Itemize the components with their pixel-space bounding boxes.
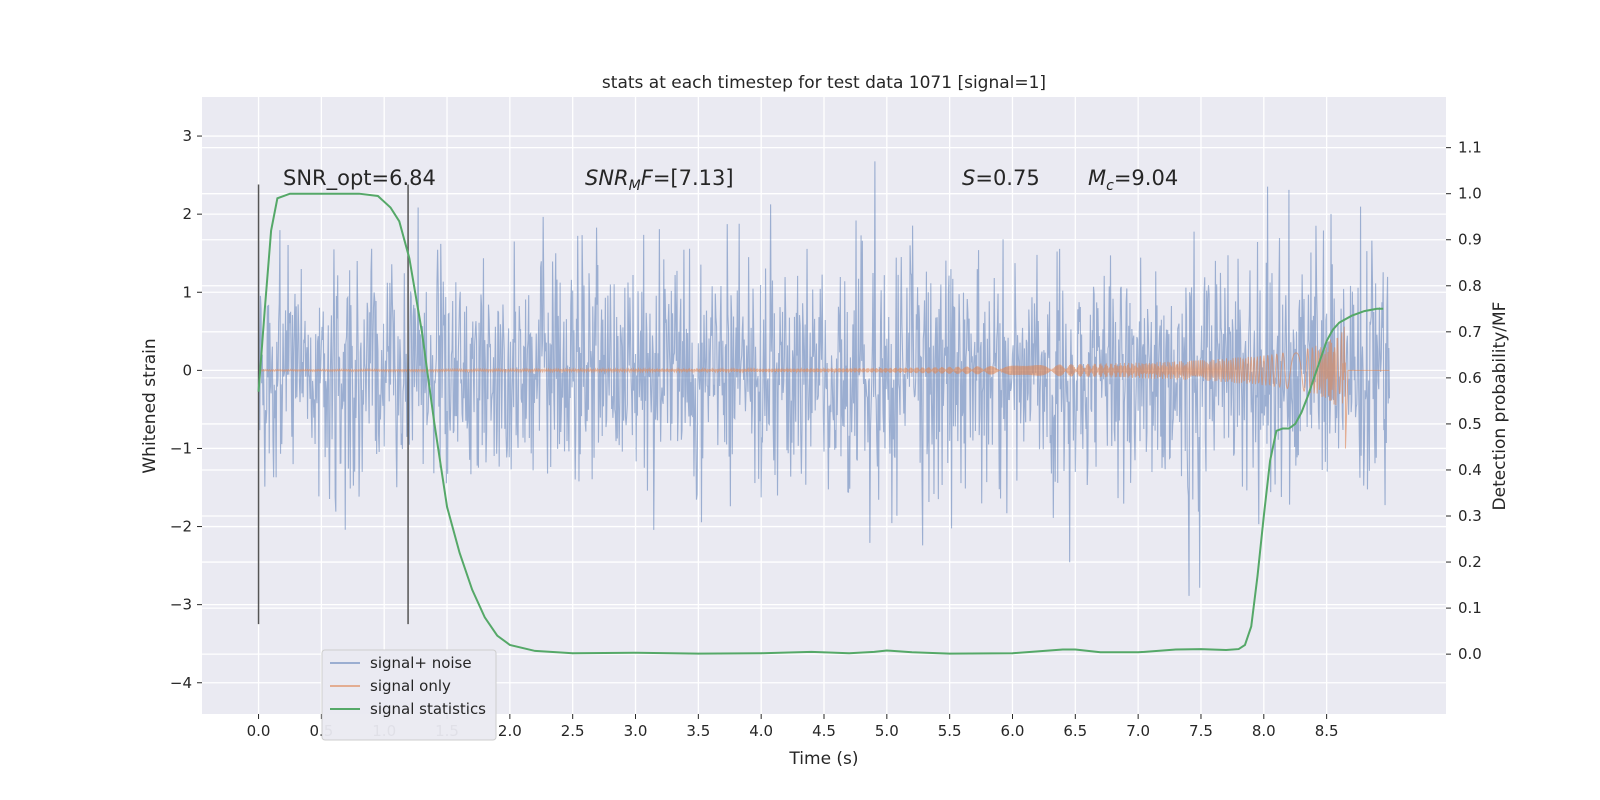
x-tick-label: 3.0 (624, 722, 648, 740)
y-right-tick-label: 0.3 (1458, 507, 1482, 525)
y-tick-label: 1 (182, 283, 192, 301)
x-tick-label: 6.0 (1001, 722, 1025, 740)
annotations: SNR_opt=6.84 SNRMF=[7.13] S=0.75 Mc=9.04 (283, 166, 1178, 194)
annotation-snr-mf-sub: M (629, 178, 641, 194)
annotation-snr-opt-value: =6.84 (372, 166, 436, 190)
y-tick-label: 3 (182, 127, 192, 145)
x-tick-label: 0.0 (247, 722, 271, 740)
annotation-snr-mf-value: =[7.13] (653, 166, 734, 190)
x-tick-label: 6.5 (1063, 722, 1087, 740)
legend-box (321, 649, 497, 741)
x-tick-label: 4.0 (749, 722, 773, 740)
x-tick-label: 3.5 (686, 722, 710, 740)
y-right-tick-label: 0.2 (1458, 553, 1482, 571)
x-tick-label: 2.0 (498, 722, 522, 740)
y-right-tick-label: 1.0 (1458, 185, 1482, 203)
noise-series (258, 161, 1390, 596)
y-tick-label: −3 (170, 596, 192, 614)
y-right-tick-label: 0.4 (1458, 461, 1482, 479)
annotation-snr-opt: SNR_opt=6.84 (283, 166, 436, 191)
vertical-markers (257, 184, 409, 625)
annotation-s-base: S (962, 166, 975, 190)
annotation-mc: Mc=9.04 (1088, 166, 1178, 194)
y-right-tick-label: 0.7 (1458, 323, 1482, 341)
y-axis-right-label: Detection probability/MF (1490, 302, 1510, 511)
legend-label-noise: signal+ noise (370, 654, 472, 672)
statistics-line (257, 192, 1384, 655)
y-right-tick-label: 0.5 (1458, 415, 1482, 433)
x-tick-label: 5.0 (875, 722, 899, 740)
noise-line (258, 161, 1390, 596)
y-right-tick-label: 0.1 (1458, 599, 1482, 617)
annotation-s-value: =0.75 (975, 166, 1039, 190)
y-tick-label: −4 (170, 674, 192, 692)
y-tick-label: 2 (182, 205, 192, 223)
annotation-mc-base: M (1088, 166, 1106, 190)
x-axis-label: Time (s) (788, 749, 858, 769)
x-tick-label: 5.5 (938, 722, 962, 740)
x-tick-label: 2.5 (561, 722, 585, 740)
y-tick-label: −1 (170, 439, 192, 457)
y-tick-label: 0 (182, 361, 192, 379)
y-axis-label: Whitened strain (140, 338, 160, 473)
annotation-snr-mf-base: SNR (585, 166, 629, 190)
annotation-mc-value: =9.04 (1114, 166, 1178, 190)
signal-line (258, 326, 1390, 449)
annotation-snr-mf-tail: F (641, 166, 654, 190)
y-right-tick-label: 0.6 (1458, 369, 1482, 387)
annotation-snr-mf: SNRMF=[7.13] (585, 166, 734, 194)
annotation-snr-opt-label: SNR_opt (283, 166, 372, 191)
axis-ticks: 0.00.51.01.52.02.53.03.54.04.55.05.56.06… (170, 127, 1482, 740)
x-tick-label: 7.0 (1126, 722, 1150, 740)
x-tick-label: 8.0 (1252, 722, 1276, 740)
y-right-tick-label: 0.0 (1458, 645, 1482, 663)
legend: signal+ noise signal only signal statist… (321, 649, 497, 741)
x-tick-label: 8.5 (1315, 722, 1339, 740)
statistics-series (257, 192, 1384, 655)
y-right-tick-label: 0.9 (1458, 231, 1482, 249)
y-right-tick-label: 0.8 (1458, 277, 1482, 295)
legend-label-statistics: signal statistics (370, 700, 486, 718)
legend-label-signal: signal only (370, 677, 451, 695)
x-tick-label: 4.5 (812, 722, 836, 740)
y-right-tick-label: 1.1 (1458, 139, 1482, 157)
signal-series (258, 326, 1390, 449)
annotation-mc-sub: c (1106, 178, 1114, 194)
y-tick-label: −2 (170, 518, 192, 536)
annotation-s: S=0.75 (962, 166, 1040, 190)
x-tick-label: 7.5 (1189, 722, 1213, 740)
chart-title: stats at each timestep for test data 107… (602, 73, 1046, 93)
